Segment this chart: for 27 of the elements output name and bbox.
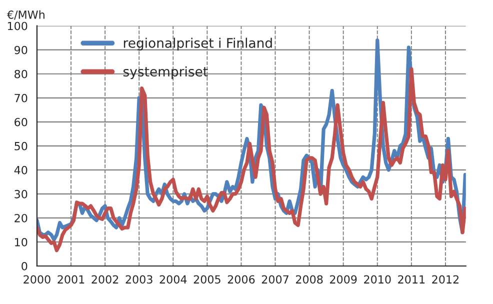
y-tick-label: 70 [14,94,28,102]
x-tick-label: 2008 [296,275,323,284]
x-tick-label: 2006 [228,275,255,284]
y-tick-label: 50 [14,142,28,150]
y-tick-label: 40 [14,166,28,174]
y-tick-label: 60 [14,118,28,126]
x-tick-label: 2002 [92,275,118,284]
y-tick-label: 100 [8,22,28,30]
x-tick-label: 2007 [262,275,288,284]
x-tick-label: 2003 [126,275,152,284]
y-tick-label: 20 [14,214,28,222]
x-tick-label: 2005 [194,275,220,284]
line-series [36,67,466,252]
x-tick-label: 2001 [58,275,84,284]
y-tick-label: 10 [15,238,28,246]
x-tick-label: 2004 [160,275,187,284]
y-tick-label: 0 [22,262,28,270]
y-axis-title: €/MWh [6,10,44,20]
y-tick-label: 30 [14,190,28,198]
x-tick-label: 2011 [398,275,425,284]
x-tick-label: 2010 [364,275,391,284]
y-tick-label: 80 [14,70,28,78]
x-tick-label: 2012 [432,275,458,284]
y-tick-label: 90 [14,46,28,54]
x-tick-label: 2000 [24,275,50,284]
x-tick-label: 2009 [330,275,357,284]
legend-label: regionalpriset i Finland [124,38,272,50]
